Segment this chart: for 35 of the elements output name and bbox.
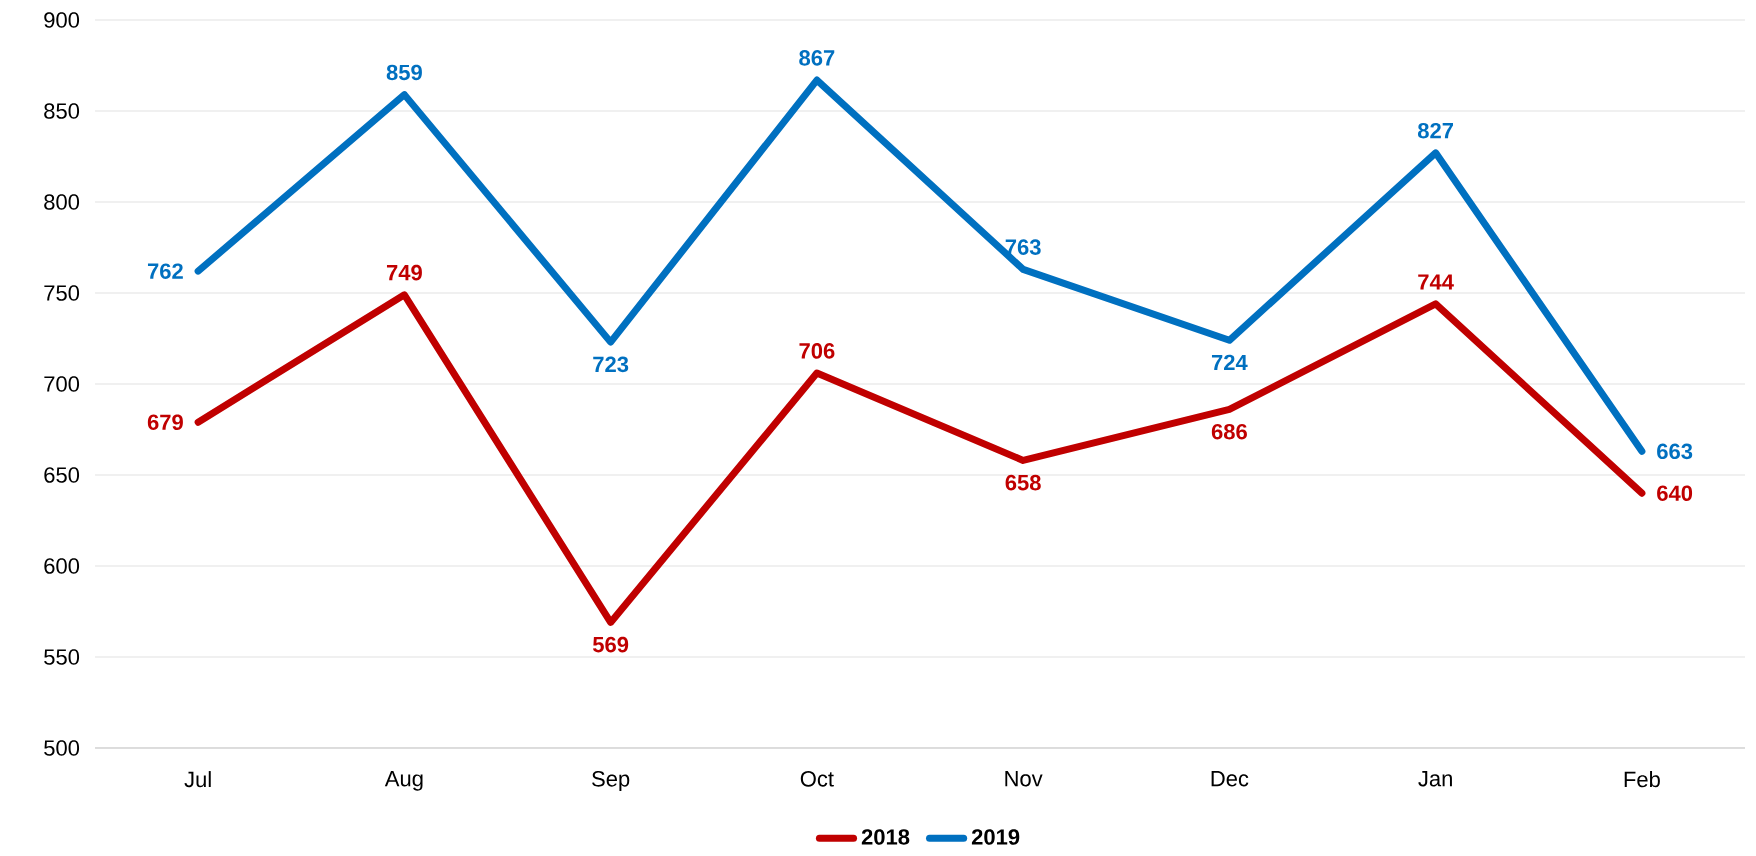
y-tick-label: 900	[44, 12, 80, 28]
x-tick-label: Dec	[1211, 771, 1249, 787]
data-label: 640	[1657, 485, 1693, 501]
data-label: 723	[593, 356, 629, 373]
data-label: 867	[799, 50, 835, 66]
x-tick-label: Aug	[384, 771, 423, 791]
x-tick-label: Feb	[1624, 771, 1660, 788]
y-tick-label: 650	[44, 467, 80, 483]
x-tick-label: Sep	[592, 771, 630, 791]
y-tick-label: 600	[44, 558, 80, 574]
data-label: 679	[147, 414, 183, 430]
data-label: 663	[1657, 443, 1693, 460]
x-tick-label: Oct	[800, 771, 834, 787]
y-tick-label: 700	[44, 376, 80, 392]
y-tick-label: 750	[44, 285, 80, 301]
y-tick-label: 850	[44, 103, 80, 119]
data-label: 706	[799, 343, 835, 359]
data-label: 686	[1211, 423, 1247, 440]
data-label: 827	[1417, 122, 1453, 139]
data-label: 569	[592, 636, 629, 653]
y-tick-label: 500	[44, 740, 80, 756]
data-label: 762	[147, 263, 183, 279]
y-tick-label: 800	[44, 194, 80, 210]
data-label: 744	[1418, 274, 1454, 290]
x-tick-label: Jan	[1418, 771, 1452, 787]
y-tick-label: 550	[44, 649, 80, 665]
x-tick-label: Nov	[1005, 771, 1043, 787]
data-label: 658	[1005, 474, 1041, 491]
data-label: 749	[386, 264, 422, 281]
legend-label: 2019	[971, 829, 1020, 845]
legend-label: 2018	[861, 829, 910, 845]
data-label: 724	[1211, 354, 1248, 371]
data-label: 859	[386, 64, 422, 81]
data-label: 763	[1005, 239, 1041, 255]
x-tick-label: Jul	[184, 771, 211, 788]
